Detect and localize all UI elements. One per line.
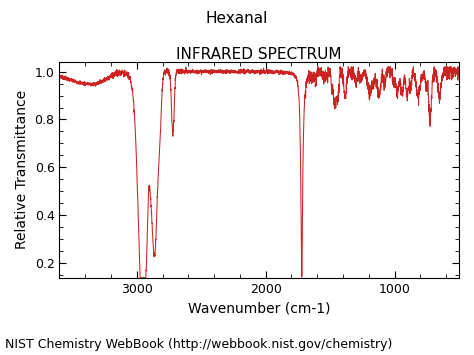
X-axis label: Wavenumber (cm-1): Wavenumber (cm-1): [188, 301, 330, 315]
Text: NIST Chemistry WebBook (http://webbook.nist.gov/chemistry): NIST Chemistry WebBook (http://webbook.n…: [5, 338, 392, 351]
Text: Hexanal: Hexanal: [206, 11, 268, 26]
Title: INFRARED SPECTRUM: INFRARED SPECTRUM: [176, 47, 342, 62]
Y-axis label: Relative Transmittance: Relative Transmittance: [15, 90, 29, 250]
